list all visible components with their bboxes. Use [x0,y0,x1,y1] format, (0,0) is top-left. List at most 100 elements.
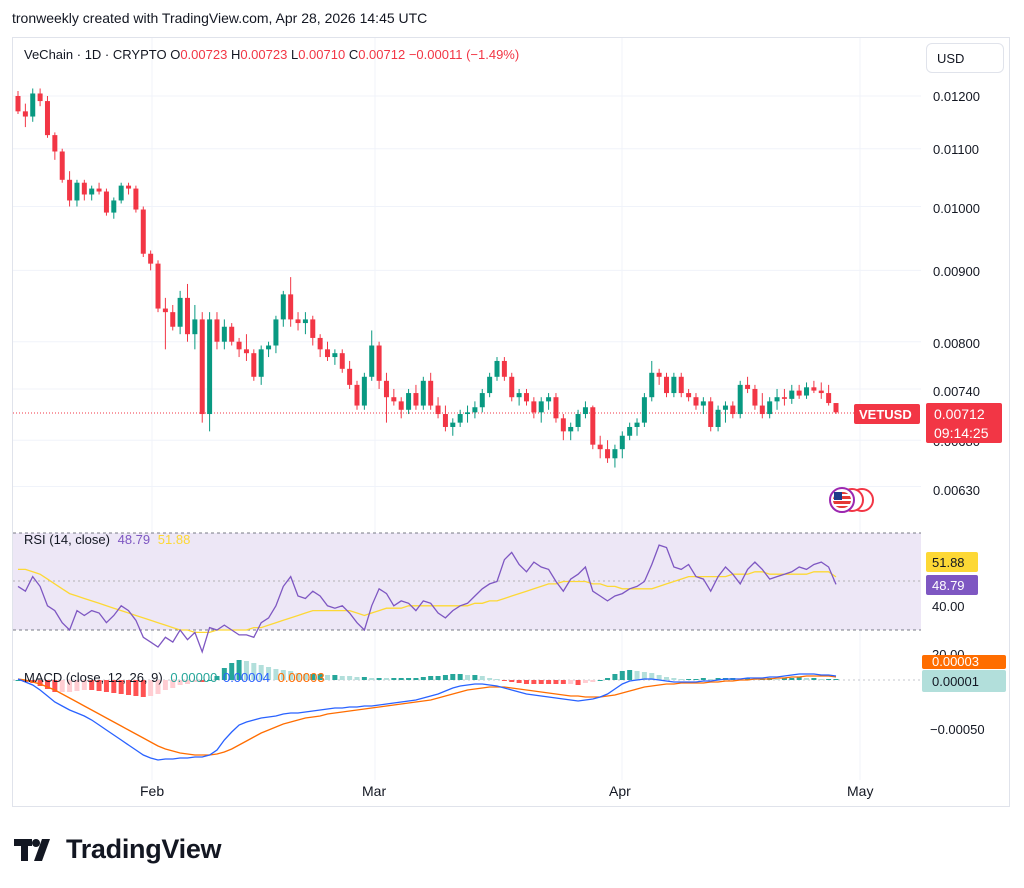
candle-body [796,390,802,396]
macd-histogram-bar [531,680,537,684]
time-label-may: May [847,783,873,799]
macd-layer [15,660,839,761]
candle-body [494,360,500,377]
macd-histogram-bar [170,680,176,688]
candle-body [582,407,588,415]
macd-histogram-bar [37,680,43,686]
candle-body [664,376,670,394]
candle-body [420,380,426,406]
rsi-label: RSI (14, close) [24,532,110,547]
macd-histogram-bar [605,678,611,680]
macd-histogram-bar [229,663,235,680]
candle-body [207,319,213,415]
tradingview-logo-icon [14,838,50,861]
macd-histogram-bar [745,678,751,680]
candle-body [575,414,581,427]
macd-legend-hist: 0.00000 [170,670,218,685]
macd-histogram-bar [700,678,706,680]
macd-histogram-bar [369,678,375,680]
macd-histogram-bar [325,675,331,680]
chart-frame[interactable] [12,37,1010,807]
ticker-tag: VETUSD [859,407,912,422]
rsi-legend[interactable]: RSI (14, close) 48.79 51.88 [24,532,190,547]
macd-histogram-bar [501,680,507,681]
macd-histogram-bar [214,676,220,680]
rsi-axis-tick-1: 40.00 [932,599,965,614]
candle-body [133,188,139,210]
macd-histogram-bar [428,676,434,680]
candle-body [30,93,36,117]
change-value: −0.00011 (−1.49%) [408,47,520,62]
candle-body [280,294,286,320]
candle-body [148,253,154,264]
candles-layer [15,88,839,468]
candle-body [619,435,625,450]
macd-histogram-bar [664,677,670,680]
candle-body [442,414,448,427]
price-tick-3: 0.01000 [933,201,980,216]
candle-body [752,388,758,406]
macd-histogram-bar [538,680,544,684]
candle-body [118,185,124,201]
economic-events-flag-icon[interactable] [829,487,874,513]
candle-body [450,422,456,427]
macd-histogram-bar [398,678,404,680]
rsi-line [17,544,837,654]
rsi-band-fill [13,533,921,630]
macd-histogram-bar [22,680,28,682]
macd-signal-badge: 0.00003 [932,654,979,669]
candle-body [273,319,279,346]
macd-histogram-bar [266,667,272,680]
open-value: 0.00723 [180,47,228,62]
candle-body [546,397,552,402]
candle-body [560,418,566,432]
candle-body [236,341,242,350]
macd-legend-macd: 0.00004 [222,670,270,685]
candle-body [627,426,633,436]
candle-body [686,393,692,398]
macd-histogram-bar [81,680,87,690]
candle-body [781,397,787,399]
macd-histogram-bar [59,680,65,692]
candle-body [590,407,596,445]
candle-body [354,384,360,406]
macd-histogram-bar [516,680,522,683]
macd-histogram-bar [383,678,389,680]
price-tick-7: 0.00630 [933,483,980,498]
symbol-name[interactable]: VeChain · 1D · CRYPTO [24,47,167,62]
macd-histogram-bar [155,680,161,694]
macd-histogram-bar [339,676,345,680]
time-label-mar: Mar [362,783,386,799]
candle-body [369,345,375,377]
candle-body [516,393,522,398]
macd-histogram-bar [678,679,684,680]
candle-body [428,380,434,406]
tradingview-logo[interactable]: TradingView [14,834,222,865]
macd-histogram-bar [656,675,662,680]
high-value: 0.00723 [240,47,288,62]
candle-body [89,188,95,195]
macd-legend[interactable]: MACD (close, 12, 26, 9) 0.00000 0.00004 … [24,670,325,685]
candle-body [826,393,832,404]
candle-body [221,326,227,342]
candle-body [509,376,515,398]
macd-value-badge-bg [922,670,1006,692]
macd-histogram-bar [243,661,249,680]
candle-body [229,326,235,342]
rsi-ma-badge: 51.88 [932,555,965,570]
candle-body [730,405,736,415]
macd-legend-signal: 0.00003 [277,670,325,685]
macd-histogram-bar [391,678,397,680]
candle-body [199,319,205,415]
candle-body [325,349,331,358]
candle-body [103,191,109,213]
macd-histogram-bar [465,675,471,680]
macd-signal-badge-bg [922,655,1006,669]
currency-button[interactable]: USD [926,43,1004,73]
macd-histogram-bar [523,680,529,684]
candle-body [339,353,345,369]
macd-histogram-bar [671,678,677,680]
macd-histogram-bar [126,680,132,695]
candle-body [487,376,493,394]
